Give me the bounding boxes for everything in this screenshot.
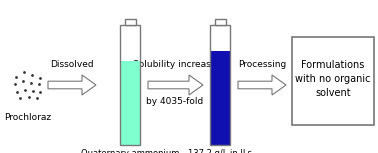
Text: Formulations
with no organic
solvent: Formulations with no organic solvent bbox=[295, 60, 371, 98]
Text: Prochloraz: Prochloraz bbox=[5, 113, 51, 122]
Text: 137.2 g/L in ILs: 137.2 g/L in ILs bbox=[188, 149, 252, 153]
Text: Dissolved: Dissolved bbox=[50, 60, 94, 69]
Bar bbox=[210, 25, 230, 145]
Bar bbox=[292, 37, 374, 125]
Bar bbox=[210, 25, 230, 145]
Bar bbox=[124, 19, 135, 25]
Text: Quaternary ammonium
based ILs aqueous: Quaternary ammonium based ILs aqueous bbox=[81, 149, 179, 153]
Bar bbox=[210, 51, 230, 145]
Polygon shape bbox=[148, 75, 203, 95]
Bar bbox=[214, 19, 226, 25]
Text: Solubility increase: Solubility increase bbox=[133, 60, 217, 69]
Text: Processing: Processing bbox=[238, 60, 286, 69]
Bar bbox=[120, 25, 140, 145]
Bar bbox=[120, 25, 140, 145]
Bar bbox=[120, 61, 140, 145]
Polygon shape bbox=[48, 75, 96, 95]
Text: by 4035-fold: by 4035-fold bbox=[146, 97, 204, 106]
Polygon shape bbox=[238, 75, 286, 95]
